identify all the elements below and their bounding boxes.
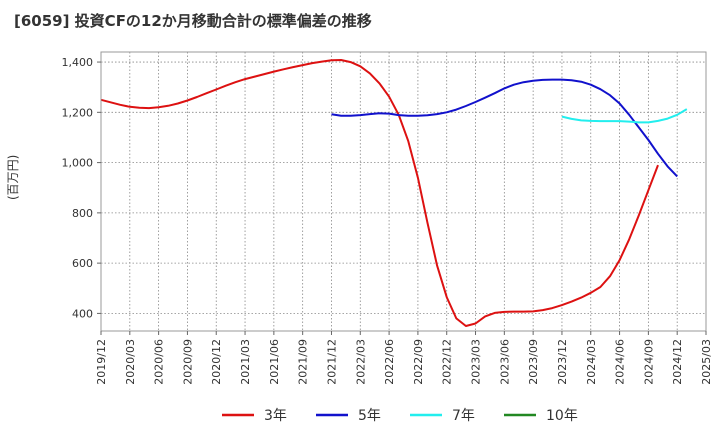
series-line-3年 — [100, 59, 659, 327]
x-tick-label: 2020/12 — [210, 339, 223, 385]
x-tick-label: 2024/06 — [614, 339, 627, 385]
legend-label: 7年 — [452, 408, 475, 424]
x-tick-label: 2021/03 — [239, 339, 252, 385]
x-tick-label: 2019/12 — [95, 339, 108, 385]
legend-label: 3年 — [264, 408, 287, 424]
y-tick-label: 1,400 — [62, 56, 94, 69]
x-tick-label: 2023/03 — [470, 339, 483, 385]
x-tick-label: 2022/03 — [354, 339, 367, 385]
x-tick-label: 2024/12 — [671, 339, 684, 385]
y-tick-label: 600 — [72, 257, 93, 270]
x-tick-label: 2020/09 — [181, 339, 194, 385]
grid-lines — [100, 52, 707, 331]
x-tick-label: 2023/09 — [527, 339, 540, 385]
legend-label: 10年 — [546, 408, 578, 424]
series-lines — [100, 59, 688, 327]
x-tick-label: 2024/09 — [642, 339, 655, 385]
x-tick-label: 2022/12 — [441, 339, 454, 385]
series-line-5年 — [331, 78, 678, 178]
y-tick-label: 800 — [72, 207, 93, 220]
legend-label: 5年 — [358, 408, 381, 424]
series-line-7年 — [561, 108, 688, 124]
x-tick-label: 2021/09 — [297, 339, 310, 385]
chart-title: [6059] 投資CFの12か月移動合計の標準偏差の推移 — [14, 12, 372, 30]
x-tick-label: 2020/03 — [124, 339, 137, 385]
x-tick-label: 2022/06 — [383, 339, 396, 385]
y-tick-label: 1,200 — [62, 106, 94, 119]
x-tick-label: 2023/12 — [556, 339, 569, 385]
y-tick-label: 1,000 — [62, 157, 94, 170]
x-tick-label: 2024/03 — [585, 339, 598, 385]
y-axis-ticks: 400 600 800 1,000 1,200 1,400 — [62, 56, 101, 320]
legend: 3年 5年 7年 10年 — [222, 408, 578, 424]
x-tick-label: 2025/03 — [700, 339, 713, 385]
plot-frame — [100, 51, 707, 332]
x-tick-label: 2021/06 — [268, 339, 281, 385]
x-tick-label: 2023/06 — [498, 339, 511, 385]
x-tick-label: 2022/09 — [412, 339, 425, 385]
x-tick-label: 2020/06 — [153, 339, 166, 385]
x-axis-ticks: 2019/12 2020/03 2020/06 2020/09 2020/12 2021/… — [95, 331, 713, 385]
x-tick-label: 2021/12 — [325, 339, 338, 385]
y-tick-label: 400 — [72, 307, 93, 320]
